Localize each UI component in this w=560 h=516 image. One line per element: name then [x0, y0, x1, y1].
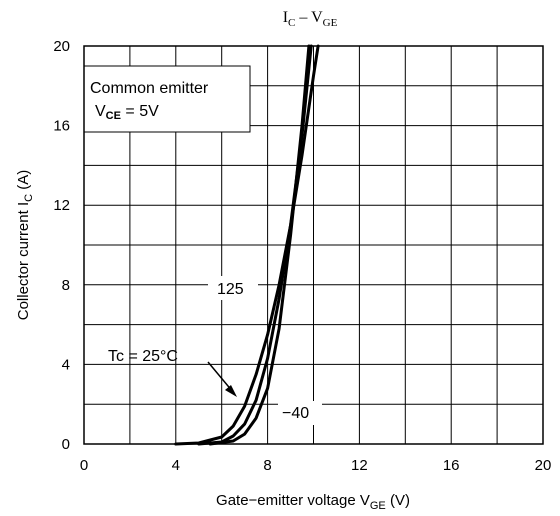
series-label-minus40: −40 [282, 405, 309, 422]
y-tick-label: 16 [53, 118, 70, 135]
plot-frame [83, 45, 544, 445]
y-tick-label: 20 [53, 38, 70, 55]
legend-box-frame [83, 65, 251, 133]
y-tick-labels: 0 4 8 12 16 20 [53, 38, 70, 453]
y-tick-label: 0 [62, 436, 70, 453]
y-axis-label: Collector current IC (A) [15, 170, 35, 321]
x-axis-label: Gate−emitter voltage VGE (V) [216, 492, 410, 512]
series-label-tc25: Tc = 25°C [108, 348, 178, 365]
series-line-−40 [208, 44, 311, 446]
y-tick-label: 8 [62, 277, 70, 294]
x-tick-label: 0 [80, 457, 88, 474]
label-125-background [208, 276, 258, 300]
legend-line-2: VCE = 5V [95, 103, 159, 122]
series-lines [174, 44, 320, 446]
y-tick-label: 4 [62, 356, 70, 373]
x-tick-label: 20 [535, 457, 552, 474]
x-tick-label: 8 [263, 457, 271, 474]
legend-line-1: Common emitter [90, 80, 209, 97]
series-line-125 [174, 44, 320, 446]
tc25-pointer-arrowhead [225, 385, 237, 397]
x-tick-label: 4 [172, 457, 180, 474]
x-tick-label: 12 [351, 457, 368, 474]
y-tick-label: 12 [53, 197, 70, 214]
label-minus40-background [278, 401, 322, 425]
legend-box: Common emitter VCE = 5V [83, 65, 251, 133]
chart-title: IC – VGE [283, 9, 338, 29]
x-tick-label: 16 [443, 457, 460, 474]
x-tick-labels: 0 4 8 12 16 20 [80, 457, 552, 474]
series-label-125: 125 [217, 281, 244, 298]
